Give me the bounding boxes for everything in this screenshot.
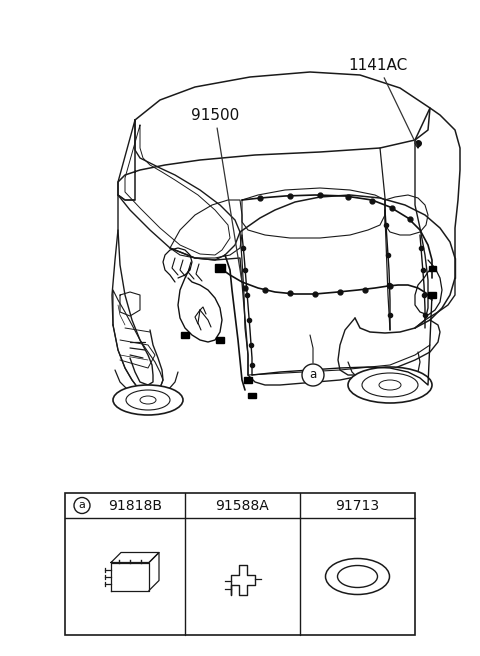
Circle shape [302, 364, 324, 386]
Text: 91500: 91500 [191, 108, 241, 279]
Circle shape [74, 497, 90, 514]
Text: 91588A: 91588A [216, 499, 269, 512]
Bar [429, 266, 435, 270]
Ellipse shape [325, 558, 389, 594]
Bar [216, 337, 224, 343]
Bar [428, 292, 436, 298]
Ellipse shape [348, 367, 432, 403]
Text: 91713: 91713 [336, 499, 380, 512]
Text: a: a [310, 369, 317, 382]
Ellipse shape [337, 565, 377, 588]
Bar [181, 332, 189, 338]
Text: 91818B: 91818B [108, 499, 162, 512]
Bar [215, 264, 225, 272]
Ellipse shape [113, 385, 183, 415]
Text: a: a [79, 501, 85, 510]
Bar [65, 493, 415, 635]
Bar [244, 377, 252, 383]
Text: 1141AC: 1141AC [348, 58, 417, 146]
Bar [248, 392, 256, 398]
